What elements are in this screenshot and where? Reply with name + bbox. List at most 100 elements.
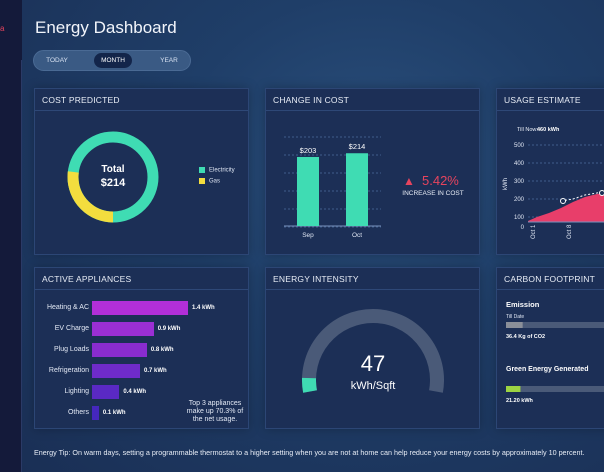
change-in-cost-card: CHANGE IN COST $203 $214 Sep Oct ▲ 5.42%… bbox=[265, 88, 480, 255]
appliance-bar[interactable] bbox=[92, 364, 140, 378]
carbon-bars: Emission Till Date 36.4 Kg of CO2 Green … bbox=[506, 300, 604, 404]
green-energy-track bbox=[506, 386, 604, 392]
intensity-gauge: 47 kWh/Sqft bbox=[302, 309, 444, 393]
appliance-row: Heating & AC 1.4 kWh bbox=[35, 301, 250, 315]
usage-y-label: kWh bbox=[503, 178, 509, 190]
usage-point[interactable] bbox=[599, 190, 604, 196]
appliances-note: Top 3 appliances make up 70.3% of the ne… bbox=[186, 400, 244, 423]
appliance-label: Others bbox=[67, 409, 89, 416]
card-divider bbox=[497, 289, 604, 290]
bar-oct-value: $214 bbox=[349, 142, 366, 151]
carbon-footprint-title: CARBON FOOTPRINT bbox=[504, 274, 596, 284]
usage-estimate-title: USAGE ESTIMATE bbox=[504, 95, 581, 105]
change-in-cost-title: CHANGE IN COST bbox=[273, 95, 350, 105]
gauge-fill bbox=[302, 377, 317, 393]
active-appliances-card: ACTIVE APPLIANCES Heating & AC 1.4 kWh EV … bbox=[34, 267, 249, 429]
emission-fill bbox=[506, 322, 523, 328]
usage-estimate-card: USAGE ESTIMATE Till Now: 460 kWh kWh 500… bbox=[496, 88, 604, 255]
intensity-unit: kWh/Sqft bbox=[351, 380, 396, 392]
legend-gas: Gas bbox=[199, 178, 220, 185]
appliance-row: Plug Loads 0.8 kWh bbox=[35, 343, 250, 357]
appliance-bar[interactable] bbox=[92, 406, 99, 420]
y-tick: 500 bbox=[514, 143, 525, 149]
donut-center-label: Total bbox=[101, 164, 124, 175]
appliance-row: Lighting 0.4 kWh bbox=[35, 385, 250, 399]
appliance-label: Lighting bbox=[64, 388, 89, 395]
donut-gas-slice bbox=[67, 131, 159, 223]
sidebar: a bbox=[0, 0, 22, 472]
energy-intensity-title: ENERGY INTENSITY bbox=[273, 274, 359, 284]
usage-point[interactable] bbox=[560, 198, 566, 204]
bar-sep bbox=[297, 156, 319, 226]
legend-electricity: Electricity bbox=[199, 167, 235, 174]
legend-label-electricity: Electricity bbox=[209, 167, 235, 174]
card-divider bbox=[35, 110, 248, 111]
cost-predicted-card: COST PREDICTED Total $214 Electricity Ga… bbox=[34, 88, 249, 255]
y-ticks: 500 400 300 200 100 0 bbox=[514, 143, 525, 231]
carbon-footprint-card: CARBON FOOTPRINT Emission Till Date 36.4… bbox=[496, 267, 604, 429]
green-energy-fill bbox=[506, 386, 521, 392]
card-divider bbox=[35, 289, 248, 290]
appliance-bar[interactable] bbox=[92, 343, 147, 357]
appliance-row: EV Charge 0.9 kWh bbox=[35, 322, 250, 336]
usage-area-chart: Till Now: 460 kWh kWh 500 400 300 200 10… bbox=[503, 127, 604, 239]
energy-tip: Energy Tip: On warm days, setting a prog… bbox=[34, 448, 585, 457]
appliance-value: 0.4 kWh bbox=[123, 389, 147, 395]
y-tick: 0 bbox=[521, 225, 525, 231]
appliance-bar[interactable] bbox=[92, 301, 188, 315]
cost-bar-chart: $203 $214 Sep Oct ▲ 5.42% INCREASE IN CO… bbox=[284, 136, 464, 239]
active-appliances-title: ACTIVE APPLIANCES bbox=[42, 274, 132, 284]
tab-today[interactable]: TODAY bbox=[46, 57, 68, 64]
emission-label: Emission bbox=[506, 300, 540, 309]
legend-label-gas: Gas bbox=[209, 178, 221, 185]
green-energy-label: Green Energy Generated bbox=[506, 366, 588, 373]
appliance-label: Refrigeration bbox=[48, 367, 89, 374]
y-tick: 200 bbox=[514, 197, 525, 203]
emission-value: 36.4 Kg of CO2 bbox=[506, 334, 545, 340]
appliance-value: 0.9 kWh bbox=[157, 326, 181, 332]
y-tick: 100 bbox=[514, 215, 525, 221]
appliance-value: 1.4 kWh bbox=[192, 305, 215, 311]
card-divider bbox=[497, 110, 604, 111]
appliance-value: 0.7 kWh bbox=[144, 368, 167, 374]
y-tick: 400 bbox=[514, 161, 525, 167]
appliance-value: 0.8 kWh bbox=[150, 347, 174, 353]
page-title: Energy Dashboard bbox=[35, 18, 177, 37]
bar-oct-label: Oct bbox=[352, 232, 362, 239]
x-tick: Oct 8 bbox=[567, 224, 573, 239]
emission-sub: Till Date bbox=[506, 314, 524, 320]
appliance-row: Refrigeration 0.7 kWh bbox=[35, 364, 250, 378]
energy-intensity-card: ENERGY INTENSITY 47 kWh/Sqft bbox=[265, 267, 480, 429]
y-tick: 300 bbox=[514, 179, 525, 185]
card-divider bbox=[266, 289, 479, 290]
emission-track bbox=[506, 322, 604, 328]
sidebar-accent-mark[interactable]: a bbox=[0, 24, 5, 33]
card-divider bbox=[266, 110, 479, 111]
usage-forecast-line bbox=[560, 190, 604, 202]
gauge-track bbox=[302, 309, 444, 393]
change-percent: 5.42% bbox=[422, 173, 459, 188]
bar-sep-value: $203 bbox=[300, 146, 317, 155]
appliance-bar[interactable] bbox=[92, 385, 120, 399]
appliance-label: Heating & AC bbox=[46, 304, 89, 311]
appliance-label: EV Charge bbox=[54, 325, 89, 332]
appliance-label: Plug Loads bbox=[53, 346, 89, 353]
legend-swatch-electricity bbox=[199, 167, 205, 173]
till-now-label: Till Now: bbox=[517, 127, 538, 133]
legend-swatch-gas bbox=[199, 178, 205, 184]
sidebar-divider bbox=[21, 60, 22, 472]
cost-predicted-title: COST PREDICTED bbox=[42, 95, 120, 105]
cost-donut-chart: Total $214 bbox=[67, 131, 159, 223]
till-now-value: 460 kWh bbox=[537, 127, 560, 133]
donut-center-value: $214 bbox=[101, 177, 126, 189]
green-energy-value: 21.20 kWh bbox=[506, 398, 534, 404]
tab-month[interactable]: MONTH bbox=[94, 53, 132, 68]
tab-year[interactable]: YEAR bbox=[160, 57, 178, 64]
increase-arrow-icon: ▲ bbox=[403, 174, 415, 188]
appliance-bar[interactable] bbox=[92, 322, 154, 336]
appliance-value: 0.1 kWh bbox=[102, 410, 126, 416]
change-caption: INCREASE IN COST bbox=[402, 190, 463, 197]
bar-oct bbox=[346, 153, 368, 226]
bar-sep-label: Sep bbox=[302, 232, 314, 239]
appliance-row: Others 0.1 kWh bbox=[35, 406, 250, 420]
